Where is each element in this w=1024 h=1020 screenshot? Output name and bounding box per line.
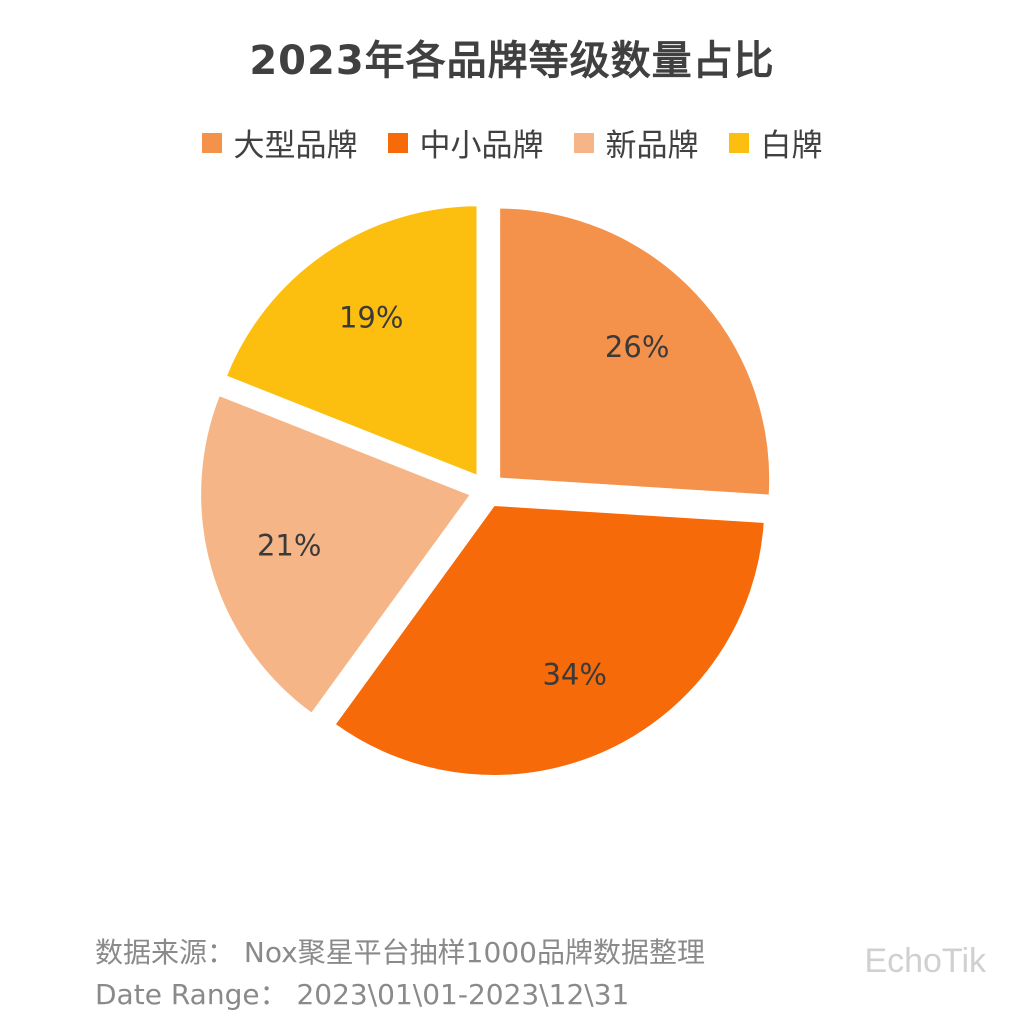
chart-title: 2023年各品牌等级数量占比 — [249, 38, 775, 84]
date-range-note: Date Range： 2023\01\01-2023\12\31 — [95, 978, 630, 1011]
legend-label-new-brand: 新品牌 — [605, 128, 699, 164]
pie-slice-white-label — [223, 203, 480, 479]
data-label-new-brand: 21% — [257, 528, 321, 562]
data-label-large-brand: 26% — [605, 330, 669, 364]
data-source-note: 数据来源： Nox聚星平台抽样1000品牌数据整理 — [95, 936, 705, 969]
pie-slice-small-medium-brand — [331, 502, 767, 778]
legend-item-small-medium-brand: 中小品牌 — [387, 120, 544, 165]
watermark-echotik: EchoTik — [864, 942, 986, 980]
data-label-small-medium-brand: 34% — [542, 657, 606, 691]
legend-label-large-brand: 大型品牌 — [233, 128, 358, 164]
pie-slice-new-brand — [198, 392, 474, 717]
legend-item-new-brand: 新品牌 — [573, 120, 699, 165]
legend-item-large-brand: 大型品牌 — [201, 120, 358, 165]
legend-swatch-large-brand — [201, 132, 222, 153]
data-label-white-label: 19% — [339, 301, 403, 335]
legend-swatch-small-medium-brand — [387, 132, 408, 153]
legend-swatch-new-brand — [573, 132, 594, 153]
pie-slice-large-brand — [497, 205, 773, 498]
legend-label-small-medium-brand: 中小品牌 — [419, 128, 544, 164]
legend: 大型品牌 中小品牌 新品牌 白牌 — [0, 120, 1024, 165]
legend-item-white-label: 白牌 — [728, 120, 823, 165]
legend-label-white-label: 白牌 — [760, 128, 823, 164]
footer: 数据来源： Nox聚星平台抽样1000品牌数据整理 Date Range： 20… — [95, 932, 705, 1016]
legend-swatch-white-label — [728, 132, 749, 153]
